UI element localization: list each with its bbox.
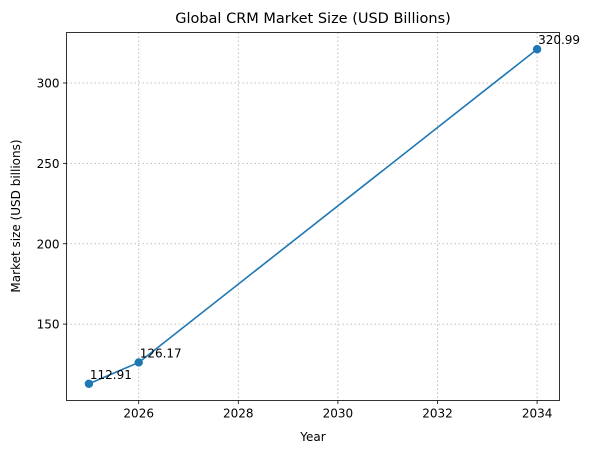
series-line (88, 48, 538, 385)
x-tick-label: 2030 (323, 407, 354, 421)
chart-title: Global CRM Market Size (USD Billions) (175, 11, 451, 27)
x-tick-label: 2032 (422, 407, 453, 421)
plot-area-frame (66, 32, 560, 401)
data-point-label: 126.17 (140, 346, 182, 360)
data-point-marker (532, 45, 542, 54)
x-tick-label: 2028 (223, 407, 254, 421)
y-tick-label: 150 (37, 318, 60, 332)
data-point-label: 320.99 (538, 33, 580, 47)
y-tick-label: 300 (37, 76, 60, 90)
x-tick-label: 2034 (522, 407, 553, 421)
data-point-label: 112.91 (90, 368, 132, 382)
data-point-marker (84, 379, 94, 388)
y-tick-label: 250 (37, 157, 60, 171)
y-tick-label: 200 (37, 237, 60, 251)
grid (66, 32, 560, 401)
y-axis-label: Market size (USD billions) (9, 139, 23, 292)
x-tick-label: 2026 (123, 407, 154, 421)
data-series: 112.91 126.17 320.99 (84, 33, 580, 388)
x-axis-label: Year (299, 430, 325, 444)
axes: 2026 2028 2030 2032 2034 150 200 250 300 (37, 76, 553, 420)
data-point-marker (134, 358, 143, 367)
